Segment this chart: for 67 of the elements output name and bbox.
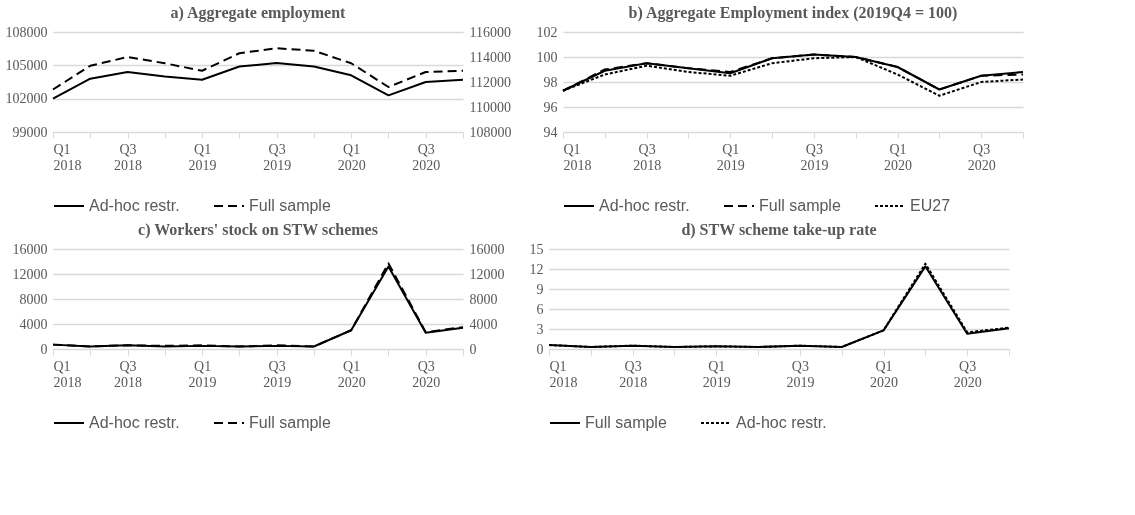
y-tick-label: 3 bbox=[536, 321, 544, 337]
x-tick-label: Q1 2019 bbox=[716, 141, 745, 173]
y2-tick-label: 110000 bbox=[469, 99, 511, 115]
x-tick-label: Q1 2018 bbox=[563, 141, 592, 173]
chart-title: a) Aggregate employment bbox=[170, 4, 347, 22]
legend-label: Ad-hoc restr. bbox=[89, 414, 180, 431]
y-tick-label: 16000 bbox=[12, 241, 48, 257]
x-tick-label: Q1 2020 bbox=[870, 358, 899, 390]
x-tick-label: Q3 2019 bbox=[263, 141, 292, 173]
y-tick-label: 0 bbox=[536, 341, 544, 357]
y2-tick-label: 0 bbox=[469, 341, 477, 357]
legend-label: Ad-hoc restr. bbox=[736, 414, 827, 431]
y-tick-label: 9 bbox=[536, 281, 544, 297]
y-tick-label: 8000 bbox=[19, 291, 48, 307]
y-tick-label: 98 bbox=[543, 74, 558, 90]
x-tick-label: Q3 2018 bbox=[619, 358, 648, 390]
legend-label: Full sample bbox=[249, 414, 331, 431]
y-tick-label: 6 bbox=[536, 301, 544, 317]
y2-tick-label: 4000 bbox=[469, 316, 498, 332]
x-tick-label: Q3 2020 bbox=[967, 141, 996, 173]
chart-title: b) Aggregate Employment index (2019Q4 = 100) bbox=[628, 4, 958, 22]
x-tick-label: Q1 2019 bbox=[188, 358, 217, 390]
y-tick-label: 99000 bbox=[12, 124, 48, 140]
chart-title: c) Workers' stock on STW schemes bbox=[138, 221, 378, 239]
y-tick-label: 108000 bbox=[5, 24, 48, 40]
legend-label: Ad-hoc restr. bbox=[599, 197, 690, 214]
legend-label: Full sample bbox=[249, 197, 331, 214]
y-tick-label: 12 bbox=[529, 261, 544, 277]
x-tick-label: Q3 2020 bbox=[953, 358, 982, 390]
chart-title: d) STW scheme take-up rate bbox=[681, 221, 877, 239]
y-tick-label: 102000 bbox=[5, 91, 48, 107]
y-tick-label: 94 bbox=[543, 124, 558, 140]
y2-tick-label: 112000 bbox=[469, 74, 511, 90]
y-tick-label: 4000 bbox=[19, 316, 48, 332]
y-tick-label: 102 bbox=[536, 24, 558, 40]
x-tick-label: Q3 2019 bbox=[263, 358, 292, 390]
y2-tick-label: 16000 bbox=[469, 241, 505, 257]
x-tick-label: Q3 2020 bbox=[412, 141, 441, 173]
x-tick-label: Q3 2018 bbox=[114, 141, 143, 173]
x-tick-label: Q3 2019 bbox=[786, 358, 815, 390]
x-tick-label: Q1 2019 bbox=[702, 358, 731, 390]
y2-tick-label: 114000 bbox=[469, 49, 511, 65]
x-tick-label: Q1 2020 bbox=[884, 141, 913, 173]
x-tick-label: Q3 2018 bbox=[633, 141, 662, 173]
x-tick-label: Q1 2018 bbox=[53, 141, 82, 173]
x-tick-label: Q3 2020 bbox=[412, 358, 441, 390]
x-tick-label: Q3 2019 bbox=[800, 141, 829, 173]
y-tick-label: 100 bbox=[536, 49, 558, 65]
y2-tick-label: 116000 bbox=[469, 24, 511, 40]
y-tick-label: 15 bbox=[529, 241, 544, 257]
x-tick-label: Q1 2018 bbox=[549, 358, 578, 390]
y2-tick-label: 12000 bbox=[469, 266, 505, 282]
x-tick-label: Q1 2020 bbox=[337, 141, 366, 173]
y-tick-label: 105000 bbox=[5, 57, 48, 73]
legend-label: EU27 bbox=[910, 197, 951, 214]
x-tick-label: Q1 2020 bbox=[337, 358, 366, 390]
x-tick-label: Q3 2018 bbox=[114, 358, 143, 390]
y-tick-label: 0 bbox=[40, 341, 48, 357]
legend-label: Ad-hoc restr. bbox=[89, 197, 180, 214]
legend-label: Full sample bbox=[759, 197, 841, 214]
x-tick-label: Q1 2019 bbox=[188, 141, 217, 173]
x-tick-label: Q1 2018 bbox=[53, 358, 82, 390]
legend-label: Full sample bbox=[585, 414, 667, 431]
y2-tick-label: 108000 bbox=[469, 124, 512, 140]
y2-tick-label: 8000 bbox=[469, 291, 498, 307]
y-tick-label: 96 bbox=[543, 99, 558, 115]
y-tick-label: 12000 bbox=[12, 266, 48, 282]
